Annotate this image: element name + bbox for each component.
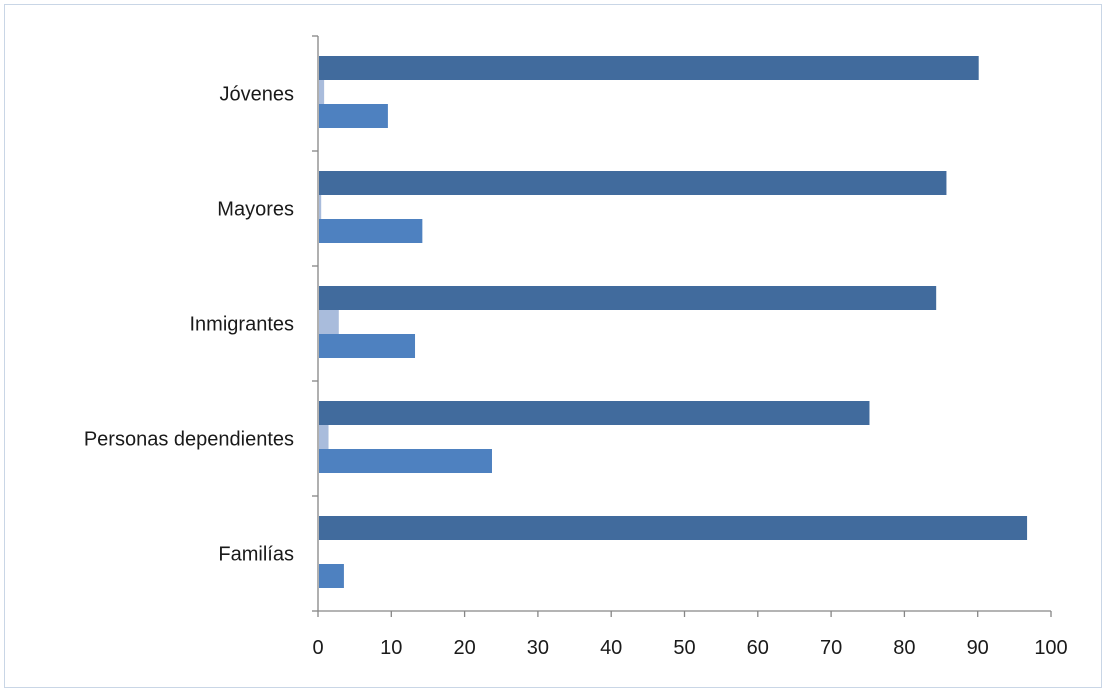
bar bbox=[319, 80, 325, 104]
bar bbox=[319, 449, 492, 473]
axes bbox=[312, 35, 1052, 617]
x-tick-label: 10 bbox=[380, 637, 402, 659]
x-tick-label: 100 bbox=[1034, 637, 1067, 659]
x-tick-label: 40 bbox=[600, 637, 622, 659]
x-tick-label: 30 bbox=[527, 637, 549, 659]
bar bbox=[319, 219, 423, 243]
bar bbox=[319, 104, 388, 128]
bars bbox=[319, 56, 1028, 588]
y-category-label: Inmigrantes bbox=[190, 314, 295, 336]
x-tick-label: 0 bbox=[312, 637, 323, 659]
x-tick-label: 80 bbox=[893, 637, 915, 659]
bar bbox=[319, 401, 870, 425]
x-tick-label: 50 bbox=[673, 637, 695, 659]
x-tick-label: 70 bbox=[820, 637, 842, 659]
labels: 0 10 20 30 40 50 60 70 80 90 100 Familías Personas d… bbox=[84, 84, 1068, 660]
bar bbox=[319, 310, 339, 334]
bar bbox=[319, 195, 322, 219]
bar bbox=[319, 286, 937, 310]
y-category-label: Familías bbox=[218, 544, 294, 566]
chart-frame bbox=[4, 4, 1102, 688]
y-category-label: Mayores bbox=[217, 199, 294, 221]
bar bbox=[319, 516, 1028, 540]
x-tick-label: 90 bbox=[967, 637, 989, 659]
bar bbox=[319, 56, 979, 80]
bar bbox=[319, 425, 329, 449]
y-category-label: Jóvenes bbox=[220, 84, 295, 106]
x-tick-label: 20 bbox=[453, 637, 475, 659]
bar bbox=[319, 334, 416, 358]
bar bbox=[319, 564, 344, 588]
x-tick-label: 60 bbox=[747, 637, 769, 659]
bar bbox=[319, 171, 947, 195]
y-category-label: Personas dependientes bbox=[84, 429, 294, 451]
